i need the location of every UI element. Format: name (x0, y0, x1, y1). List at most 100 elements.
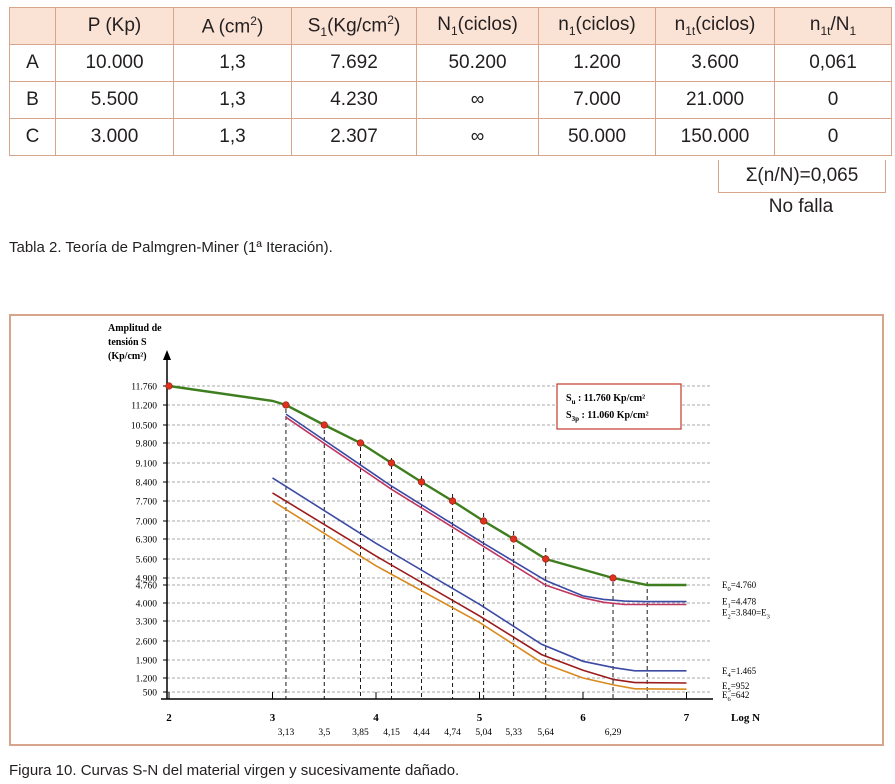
cell-n1t: 150.000 (655, 118, 775, 156)
sn-curve-figure: Amplitud de tensión S (Kp/cm²) Log N 11.… (9, 314, 884, 746)
header-ratio: n1t/N1 (774, 7, 892, 45)
y-axis-label-line: (Kp/cm²) (108, 351, 147, 362)
y-tick-label: 5.600 (136, 556, 158, 566)
cell-s: 2.307 (291, 118, 417, 156)
verdict-text: No falla (768, 196, 834, 217)
x-tick-label: 5 (477, 712, 483, 724)
figure-caption: Figura 10. Curvas S-N del material virge… (9, 762, 460, 779)
data-point (320, 421, 328, 429)
series-label-e5: E5=952 (722, 681, 749, 694)
header-n1t: n1t(ciclos) (655, 7, 775, 45)
series-label-e2: E2=3.840=E3 (722, 608, 770, 621)
y-axis-label-line: tensión S (108, 337, 147, 348)
x-marker-label: 4,44 (413, 728, 430, 738)
sn-chart: Amplitud de tensión S (Kp/cm²) Log N 11.… (108, 323, 770, 738)
header-blank (9, 7, 56, 45)
series-label-e4: E4=1.465 (722, 666, 757, 679)
y-tick-label: 7.000 (136, 518, 158, 528)
y-tick-label: 4.000 (136, 600, 158, 610)
cell-a: 1,3 (173, 81, 292, 119)
x-marker-label: 5,33 (505, 728, 522, 738)
x-marker-label: 3,5 (318, 728, 330, 738)
x-marker-label: 4,15 (383, 728, 400, 738)
data-point (480, 517, 488, 525)
data-point (356, 439, 365, 447)
y-tick-label: 2.600 (136, 638, 158, 648)
sn-curve-e1 (285, 413, 687, 603)
series-label-e0: E0=4.760 (722, 580, 757, 593)
y-tick-label: 9.800 (136, 440, 158, 450)
cell-p: 10.000 (55, 44, 174, 82)
x-axis-label: Log N (731, 712, 760, 724)
legend-su: Su : 11.760 Kp/cm² (566, 393, 645, 406)
y-tick-label: 11.200 (131, 402, 157, 412)
header-p: P (Kp) (55, 7, 174, 45)
y-axis-arrow-icon (163, 350, 171, 360)
y-tick-label: 8.400 (136, 479, 158, 489)
x-marker-label: 5,04 (475, 728, 492, 738)
y-tick-label: 7.700 (136, 498, 158, 508)
data-point (417, 478, 426, 486)
cell-n1: 1.200 (538, 44, 656, 82)
x-marker-label: 3,13 (278, 728, 295, 738)
cell-p: 5.500 (55, 81, 174, 119)
sn-curve-e5 (272, 492, 687, 684)
x-tick-label: 3 (270, 712, 276, 724)
sn-curve-e4 (272, 477, 687, 672)
y-tick-label: 3.300 (136, 618, 158, 628)
cell-ratio: 0,061 (774, 44, 892, 82)
header-n1: n1(ciclos) (538, 7, 656, 45)
cell-p: 3.000 (55, 118, 174, 156)
row-label: C (9, 118, 56, 156)
x-tick-label: 6 (580, 712, 586, 724)
y-tick-label: 11.760 (131, 383, 157, 393)
y-tick-label: 1.200 (136, 675, 158, 685)
table-row: B 5.500 1,3 4.230 ∞ 7.000 21.000 0 (9, 81, 892, 119)
cell-N: ∞ (416, 118, 539, 156)
x-tick-label: 2 (166, 712, 172, 724)
table-caption: Tabla 2. Teoría de Palmgren-Miner (1ª It… (9, 239, 333, 256)
data-point (542, 555, 550, 563)
cell-N: ∞ (416, 81, 539, 119)
y-tick-label: 6.300 (136, 536, 158, 546)
cell-n1: 50.000 (538, 118, 656, 156)
header-N1: N1(ciclos) (416, 7, 539, 45)
legend-box (556, 383, 682, 430)
data-point (282, 401, 290, 409)
y-tick-label: 10.500 (131, 422, 157, 432)
y-axis-label-line: Amplitud de (108, 323, 162, 334)
data-point (510, 535, 518, 543)
series-label-e1: E1=4.478 (722, 597, 757, 610)
series-label-e6: E6=642 (722, 690, 749, 703)
x-tick-label: 4 (373, 712, 379, 724)
data-point (448, 497, 457, 505)
cell-n1t: 21.000 (655, 81, 775, 119)
sn-curve-e6 (272, 500, 687, 690)
x-tick-label: 7 (684, 712, 690, 724)
data-point (387, 459, 396, 467)
x-marker-label: 4,74 (444, 728, 461, 738)
table-row: C 3.000 1,3 2.307 ∞ 50.000 150.000 0 (9, 118, 892, 156)
palmgren-miner-table: P (Kp) A (cm2) S1(Kg/cm2) N1(ciclos) n1(… (9, 7, 892, 156)
data-point (609, 574, 617, 582)
row-label: B (9, 81, 56, 119)
x-marker-label: 6,29 (605, 728, 622, 738)
legend-sp: S3p : 11.060 Kp/cm² (566, 410, 649, 423)
cell-ratio: 0 (774, 81, 892, 119)
y-tick-label: 4.900 (136, 575, 158, 585)
cell-s: 4.230 (291, 81, 417, 119)
cell-n1: 7.000 (538, 81, 656, 119)
strength-legend: Su : 11.760 Kp/cm² S3p : 11.060 Kp/cm² (556, 383, 682, 430)
cell-a: 1,3 (173, 118, 292, 156)
row-label: A (9, 44, 56, 82)
x-marker-label: 5,64 (537, 728, 554, 738)
y-tick-label: 9.100 (136, 460, 158, 470)
sn-curve-e0 (168, 384, 687, 587)
table-row: A 10.000 1,3 7.692 50.200 1.200 3.600 0,… (9, 44, 892, 82)
header-s1: S1(Kg/cm2) (291, 7, 417, 45)
data-point (165, 382, 173, 390)
damage-sum-box: Σ(n/N)=0,065 (718, 160, 886, 193)
y-tick-label: 4.760 (136, 582, 158, 592)
cell-n1t: 3.600 (655, 44, 775, 82)
cell-s: 7.692 (291, 44, 417, 82)
